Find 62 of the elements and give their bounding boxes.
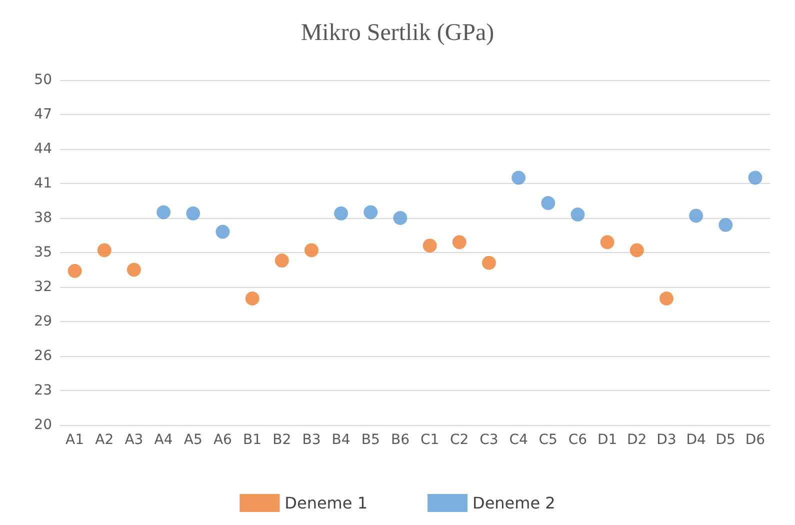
point xyxy=(659,292,674,306)
point xyxy=(274,254,289,268)
point xyxy=(452,235,466,250)
x-tick-label: C5 xyxy=(538,432,558,448)
point xyxy=(97,243,112,258)
point xyxy=(156,205,171,220)
point xyxy=(512,170,526,185)
point xyxy=(186,206,200,220)
point xyxy=(364,205,378,220)
point xyxy=(689,208,704,223)
x-tick-label: D3 xyxy=(656,432,676,448)
y-tick-label: 26 xyxy=(34,348,52,364)
x-tick-label: A2 xyxy=(95,432,114,448)
x-tick-label: A4 xyxy=(154,432,173,448)
point xyxy=(600,235,614,250)
point xyxy=(245,292,260,306)
legend-label: Deneme 2 xyxy=(472,494,556,512)
x-tick-label: A1 xyxy=(66,432,84,448)
x-tick-label: C3 xyxy=(480,432,498,448)
x-tick-label: C4 xyxy=(509,432,528,448)
point xyxy=(570,208,585,222)
y-tick-label: 35 xyxy=(34,244,52,260)
point xyxy=(393,211,408,225)
x-tick-label: A5 xyxy=(184,432,202,448)
x-tick-label: B6 xyxy=(390,432,410,448)
chart-title: Mikro Sertlik (GPa) xyxy=(300,20,494,46)
point xyxy=(68,264,82,278)
point xyxy=(334,206,348,220)
x-tick-label: B2 xyxy=(272,432,292,448)
x-tick-label: D6 xyxy=(745,432,766,448)
x-tick-label: B1 xyxy=(243,432,262,448)
x-tick-label: B5 xyxy=(361,432,380,448)
point xyxy=(748,170,762,185)
x-tick-label: D1 xyxy=(597,432,618,448)
point xyxy=(630,243,644,258)
x-tick-label: D5 xyxy=(716,432,736,448)
x-tick-label: A3 xyxy=(124,432,144,448)
point xyxy=(541,196,556,210)
x-tick-label: C6 xyxy=(568,432,588,448)
x-tick-label: C2 xyxy=(450,432,469,448)
y-tick-label: 32 xyxy=(34,279,52,295)
y-tick-label: 38 xyxy=(34,210,52,226)
x-tick-label: D2 xyxy=(627,432,647,448)
y-tick-label: 41 xyxy=(34,176,52,192)
x-tick-label: D4 xyxy=(686,432,706,448)
point xyxy=(718,218,733,232)
x-tick-label: A6 xyxy=(213,432,232,448)
point xyxy=(304,243,318,258)
point xyxy=(216,224,230,239)
legend-label: Deneme 1 xyxy=(284,494,368,512)
y-tick-label: 29 xyxy=(34,314,52,330)
y-tick-label: 23 xyxy=(34,382,52,398)
point xyxy=(126,262,141,277)
x-tick-label: C1 xyxy=(420,432,440,448)
x-tick-label: B3 xyxy=(302,432,321,448)
y-tick-label: 50 xyxy=(34,72,52,88)
point xyxy=(422,238,437,253)
y-tick-label: 20 xyxy=(34,417,52,433)
point xyxy=(482,256,496,270)
x-tick-label: B4 xyxy=(332,432,350,448)
y-tick-label: 47 xyxy=(34,106,52,122)
y-tick-label: 44 xyxy=(34,141,52,157)
